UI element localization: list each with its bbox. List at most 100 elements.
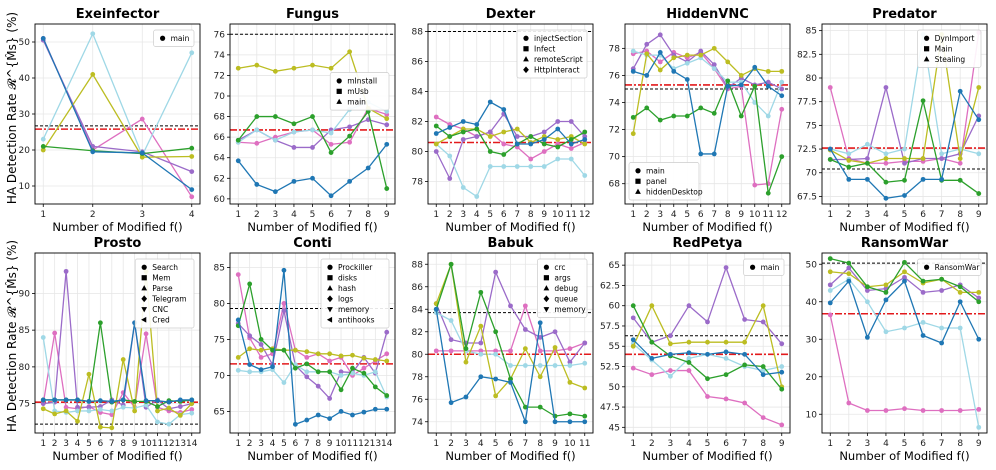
data-point-green bbox=[630, 303, 636, 309]
data-point-pink bbox=[742, 400, 748, 406]
legend-label: Stealing bbox=[935, 55, 966, 64]
data-point-blue bbox=[143, 398, 149, 404]
data-point-blue bbox=[671, 68, 677, 74]
data-point-olive bbox=[493, 393, 499, 399]
legend-box bbox=[153, 29, 195, 47]
x-tick-label: 9 bbox=[976, 439, 982, 449]
data-point-cyan bbox=[939, 151, 945, 157]
y-tick-label: 76 bbox=[214, 30, 226, 40]
legend-box bbox=[329, 72, 390, 111]
data-point-pink bbox=[143, 331, 149, 337]
data-point-purple bbox=[742, 317, 748, 322]
x-tick-label: 8 bbox=[315, 439, 321, 449]
data-point-olive bbox=[846, 158, 852, 163]
plot-frame bbox=[229, 252, 396, 434]
legend-label: Search bbox=[152, 263, 178, 272]
data-point-purple bbox=[644, 41, 650, 47]
data-point-purple bbox=[384, 329, 390, 335]
legend-marker-icon bbox=[336, 78, 342, 84]
data-point-cyan bbox=[120, 404, 126, 410]
y-tick-label: 75 bbox=[19, 400, 30, 410]
data-point-pink bbox=[541, 149, 547, 154]
y-tick-label: 70 bbox=[214, 92, 226, 102]
legend-marker-icon bbox=[543, 295, 550, 303]
legend-marker-icon bbox=[327, 307, 333, 313]
data-point-cyan bbox=[501, 164, 507, 169]
data-point-blue bbox=[478, 374, 484, 380]
series-line-blue bbox=[435, 101, 585, 145]
y-tick-label: 74 bbox=[609, 98, 621, 108]
data-point-green bbox=[350, 365, 355, 371]
x-tick-label: 11 bbox=[347, 439, 358, 449]
data-point-blue bbox=[474, 122, 480, 127]
data-point-blue bbox=[52, 397, 58, 403]
data-point-purple bbox=[555, 119, 561, 124]
data-point-pink bbox=[493, 348, 499, 354]
data-point-olive bbox=[86, 371, 92, 377]
legend-marker-icon bbox=[543, 307, 550, 313]
data-point-olive bbox=[630, 131, 636, 137]
legend-label: main bbox=[646, 166, 665, 175]
data-point-olive bbox=[350, 352, 355, 358]
x-tick-label: 1 bbox=[40, 210, 46, 220]
data-point-olive bbox=[657, 67, 663, 73]
data-point-pink bbox=[827, 312, 833, 318]
x-axis-label: Number of Modified f() bbox=[839, 220, 969, 234]
x-tick-label: 10 bbox=[552, 210, 564, 220]
legend-marker-icon bbox=[336, 98, 343, 104]
data-point-green bbox=[487, 149, 493, 154]
legend-marker-icon bbox=[923, 56, 930, 62]
x-tick-label: 9 bbox=[738, 210, 744, 220]
data-point-olive bbox=[667, 341, 673, 347]
x-tick-label: 5 bbox=[310, 210, 316, 220]
data-point-cyan bbox=[40, 335, 46, 340]
x-tick-label: 5 bbox=[493, 439, 499, 449]
data-point-cyan bbox=[630, 48, 636, 54]
x-tick-label: 4 bbox=[291, 210, 297, 220]
x-tick-label: 6 bbox=[723, 439, 729, 449]
legend-label: main bbox=[761, 263, 780, 272]
data-point-olive bbox=[698, 52, 704, 58]
data-point-olive bbox=[567, 379, 573, 385]
data-point-green bbox=[247, 281, 253, 287]
y-tick-label: 64 bbox=[214, 154, 226, 164]
data-point-blue bbox=[568, 141, 574, 147]
data-point-green bbox=[189, 145, 195, 151]
legend-label: Mem bbox=[152, 273, 170, 282]
data-point-blue bbox=[258, 367, 264, 373]
data-point-pink bbox=[779, 422, 785, 428]
data-point-purple bbox=[976, 295, 982, 301]
legend-label: Telegram bbox=[151, 294, 186, 303]
y-tick-label: 75 bbox=[214, 335, 225, 345]
data-point-olive bbox=[40, 147, 46, 153]
data-point-blue bbox=[630, 68, 636, 74]
x-tick-label: 8 bbox=[957, 210, 963, 220]
data-point-blue bbox=[765, 83, 771, 89]
x-tick-label: 2 bbox=[447, 210, 453, 220]
data-point-blue bbox=[883, 195, 889, 201]
data-point-blue bbox=[752, 64, 758, 70]
x-tick-label: 12 bbox=[358, 439, 369, 449]
data-point-purple bbox=[779, 341, 785, 347]
data-point-olive bbox=[177, 412, 183, 418]
y-tick-label: 47.5 bbox=[600, 403, 620, 413]
data-point-cyan bbox=[40, 136, 46, 142]
data-point-olive bbox=[75, 418, 80, 424]
legend-label: args bbox=[554, 273, 570, 282]
data-point-blue bbox=[109, 399, 115, 404]
x-tick-label: 9 bbox=[384, 210, 390, 220]
data-point-blue bbox=[541, 137, 547, 142]
legend-label: antihooks bbox=[338, 315, 375, 324]
legend-marker-icon bbox=[336, 88, 342, 94]
data-point-green bbox=[902, 259, 907, 265]
y-tick-label: 84 bbox=[412, 88, 424, 98]
data-point-green bbox=[957, 177, 963, 183]
data-point-olive bbox=[189, 154, 195, 159]
data-point-olive bbox=[384, 116, 390, 122]
data-point-green bbox=[347, 133, 353, 139]
data-point-blue bbox=[552, 419, 558, 425]
data-point-green bbox=[541, 141, 547, 147]
x-tick-label: 4 bbox=[883, 439, 889, 449]
